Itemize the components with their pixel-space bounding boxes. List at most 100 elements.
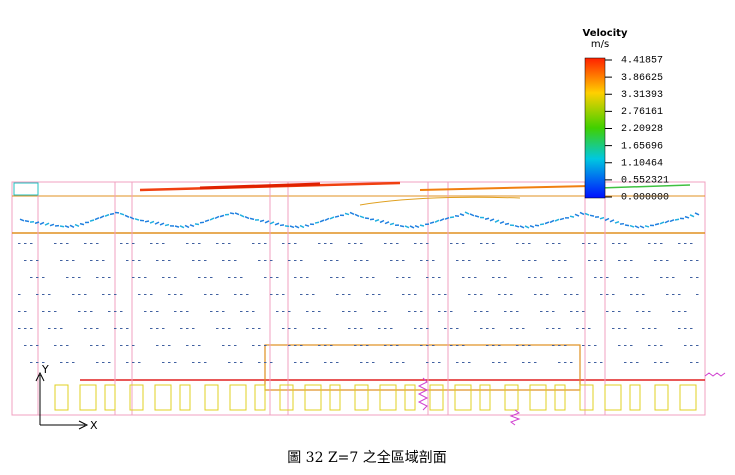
vector [300, 277, 303, 278]
vector [252, 311, 255, 312]
obstacle [379, 384, 397, 411]
vector [60, 362, 63, 363]
vector [330, 362, 333, 363]
vector [444, 217, 450, 220]
vector [156, 243, 159, 244]
vector [366, 294, 369, 295]
vector [420, 328, 423, 329]
vector [18, 328, 21, 329]
vector [282, 294, 285, 295]
vector [264, 345, 267, 346]
vector [210, 277, 213, 278]
vector [204, 219, 210, 223]
vector [554, 218, 560, 222]
vector [252, 345, 255, 346]
vector [234, 345, 237, 346]
vector [599, 216, 605, 220]
vector [74, 223, 80, 228]
vector [79, 222, 85, 226]
vector [184, 224, 190, 229]
obstacle [579, 384, 594, 411]
vector [494, 219, 500, 223]
vector [492, 345, 495, 346]
vector [144, 294, 147, 295]
vector [162, 328, 165, 329]
vector [629, 224, 635, 228]
vector [564, 260, 567, 261]
vector [162, 345, 165, 346]
vector [198, 260, 201, 261]
legend-label: 0.000000 [621, 193, 669, 204]
vector [464, 211, 470, 215]
vector [528, 362, 531, 363]
vector [594, 362, 597, 363]
vector [234, 362, 237, 363]
vector [30, 362, 33, 363]
vector [642, 294, 645, 295]
vector [24, 328, 27, 329]
vector [99, 215, 105, 219]
vector [274, 222, 280, 226]
vector [516, 328, 519, 329]
vector [288, 328, 291, 329]
vector [504, 222, 510, 226]
vector [654, 362, 657, 363]
vector [64, 225, 70, 229]
vector [624, 362, 627, 363]
vector [439, 218, 445, 222]
vector [210, 311, 213, 312]
vector [684, 215, 690, 219]
vector [360, 243, 363, 244]
vector [134, 218, 140, 221]
vector [438, 294, 441, 295]
vector [174, 294, 177, 295]
vector [450, 243, 453, 244]
vector [469, 213, 475, 217]
vector [132, 277, 135, 278]
vector [120, 311, 123, 312]
vector [330, 345, 333, 346]
vector [39, 221, 45, 226]
vector [474, 311, 477, 312]
vector [119, 212, 125, 216]
vector [36, 260, 39, 261]
vector [204, 294, 207, 295]
vector [334, 215, 340, 218]
vector [612, 243, 615, 244]
vector [528, 243, 531, 244]
vector [264, 362, 267, 363]
vector [240, 277, 243, 278]
vector [654, 345, 657, 346]
vector [214, 215, 220, 220]
vector [264, 243, 267, 244]
vector [209, 217, 215, 221]
vector [30, 277, 33, 278]
vector [420, 260, 423, 261]
vector [324, 260, 327, 261]
vector [648, 345, 651, 346]
vector [186, 345, 189, 346]
vector [456, 260, 459, 261]
vector [264, 260, 267, 261]
vector [354, 345, 357, 346]
vector [384, 311, 387, 312]
vector [150, 243, 153, 244]
vector [354, 213, 360, 218]
vector [229, 212, 235, 215]
vector [282, 328, 285, 329]
vector [342, 294, 345, 295]
vector [114, 311, 117, 312]
vector [612, 328, 615, 329]
vector [689, 214, 695, 218]
legend-label: 1.10464 [621, 158, 663, 169]
vector [564, 294, 567, 295]
vector [124, 214, 130, 218]
vector [150, 294, 153, 295]
vector [419, 224, 425, 227]
vector [589, 214, 595, 217]
vector [364, 217, 370, 220]
vector [450, 328, 453, 329]
vector [444, 311, 447, 312]
vector [372, 277, 375, 278]
